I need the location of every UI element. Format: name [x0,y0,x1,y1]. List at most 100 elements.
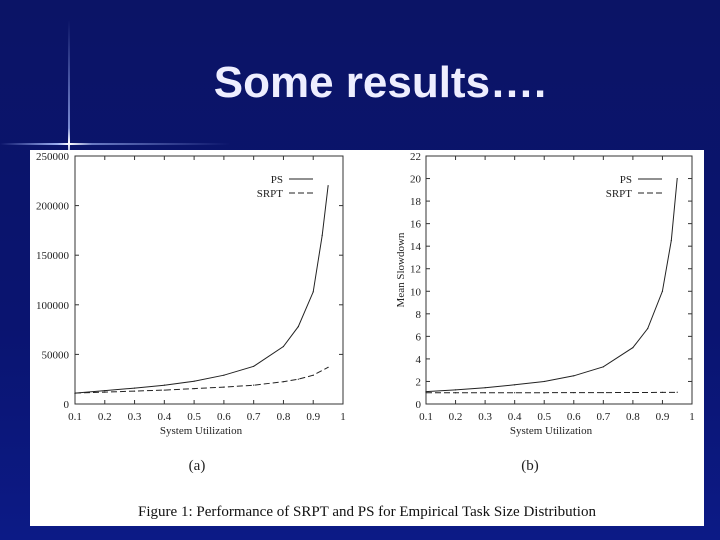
x-tick-label: 1 [340,411,346,423]
figure-svg: 0.1 0.2 0.3 0.4 0.5 0.6 0.7 0.8 0.9 1050000100000… [36,151,695,474]
data-point-srpt [327,366,329,368]
lens-flare-vertical [68,20,70,200]
y-tick-label: 22 [410,151,421,163]
data-point-ps [454,389,457,391]
x-tick-label: 0.5 [187,411,201,423]
data-point-ps [484,387,486,389]
data-point-srpt [74,392,76,394]
x-tick-label: 0.4 [508,411,522,423]
y-tick-label: 200000 [36,201,70,213]
data-point-ps [647,327,649,330]
plot-frame [74,155,344,405]
x-axis-label: System Utilization [510,425,593,437]
data-point-ps [676,177,678,180]
data-point-srpt [602,392,604,394]
x-axis-label: System Utilization [160,425,243,437]
x-tick-label: 1 [689,411,695,423]
data-point-srpt [484,392,486,394]
data-point-ps [602,366,604,368]
data-point-srpt [573,392,575,394]
data-point-ps [670,239,672,242]
y-tick-label: 150000 [36,250,70,262]
y-tick-label: 250000 [36,151,70,163]
series-line-ps [425,178,678,393]
data-point-ps [104,390,106,392]
y-tick-label: 0 [64,399,70,411]
x-tick-label: 0.4 [157,411,171,423]
x-tick-label: 0.6 [567,411,581,423]
legend-label-srpt: SRPT [257,188,284,200]
lens-flare-horizontal [0,143,230,145]
data-point-srpt [676,391,678,393]
data-point-ps [327,185,329,187]
data-point-srpt [543,392,545,394]
x-tick-label: 0.8 [626,411,640,423]
x-tick-label: 0.7 [596,411,610,423]
data-point-srpt [312,374,314,376]
x-tick-label: 0.2 [449,411,463,423]
x-tick-label: 0.3 [128,411,142,423]
data-point-ps [321,234,323,236]
figure-caption: Figure 1: Performance of SRPT and PS for… [138,504,596,520]
x-tick-label: 0.7 [247,411,261,423]
x-tick-label: 0.2 [98,411,112,423]
data-point-srpt [661,391,664,393]
data-point-srpt [253,384,255,386]
chart-panel-b: 0.1 0.2 0.3 0.4 0.5 0.6 0.7 0.8 0.9 1024681012141… [395,151,695,474]
panel-label: (b) [521,458,539,474]
y-tick-label: 0 [416,399,422,411]
data-point-srpt [514,392,516,394]
x-tick-label: 0.6 [217,411,231,423]
y-tick-label: 8 [416,309,422,321]
plot-frame [425,155,693,405]
y-tick-label: 2 [416,376,422,388]
y-tick-label: 6 [416,331,422,343]
panel-label: (a) [189,458,206,474]
legend-label-ps: PS [271,174,283,186]
data-point-ps [282,345,285,348]
data-point-ps [632,347,634,349]
data-point-ps [543,380,545,383]
y-tick-label: 50000 [42,349,70,361]
y-tick-label: 12 [410,264,421,276]
data-point-ps [661,290,664,292]
data-point-srpt [193,388,195,390]
data-point-srpt [297,378,299,380]
data-point-ps [312,291,314,293]
y-tick-label: 10 [410,286,422,298]
x-tick-label: 0.5 [537,411,551,423]
data-point-ps [514,384,516,386]
data-point-srpt [104,391,106,393]
data-point-ps [163,384,165,386]
x-tick-label: 0.1 [68,411,82,423]
data-point-srpt [223,386,225,388]
data-point-srpt [632,391,634,394]
y-tick-label: 100000 [36,300,70,312]
y-tick-label: 16 [410,219,422,231]
figure-panel: 0.1 0.2 0.3 0.4 0.5 0.6 0.7 0.8 0.9 1 0 50000 100000… [30,150,704,526]
y-tick-label: 14 [410,241,422,253]
x-tick-label: 0.8 [277,411,291,423]
chart-panel-a: 0.1 0.2 0.3 0.4 0.5 0.6 0.7 0.8 0.9 1 0 50000 100000… [36,151,346,474]
legend-label-ps: PS [620,174,632,186]
y-tick-label: 18 [410,196,422,208]
data-point-srpt [282,381,285,383]
data-point-ps [573,375,575,377]
data-point-srpt [454,392,457,394]
y-axis-label: Mean Slowdown [395,232,407,307]
data-point-ps [297,326,299,328]
data-point-srpt [163,389,165,391]
data-point-ps [253,365,255,367]
x-tick-label: 0.3 [478,411,492,423]
data-point-ps [133,387,136,389]
y-tick-label: 20 [410,174,422,186]
y-tick-label: 4 [416,354,422,366]
data-point-ps [223,374,225,376]
data-point-ps [425,391,427,393]
data-point-srpt [425,392,427,394]
data-point-ps [193,380,195,382]
data-point-srpt [133,390,136,392]
x-tick-label: 0.9 [656,411,670,423]
slide-title: Some results…. [213,58,547,107]
x-tick-label: 0.9 [306,411,320,423]
